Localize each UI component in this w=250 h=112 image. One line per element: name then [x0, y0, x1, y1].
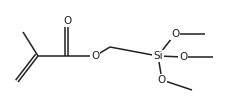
- Text: O: O: [91, 51, 99, 61]
- Text: O: O: [158, 75, 166, 85]
- Text: O: O: [64, 16, 72, 26]
- Text: Si: Si: [153, 51, 163, 61]
- Text: O: O: [179, 52, 187, 62]
- Text: O: O: [171, 29, 179, 39]
